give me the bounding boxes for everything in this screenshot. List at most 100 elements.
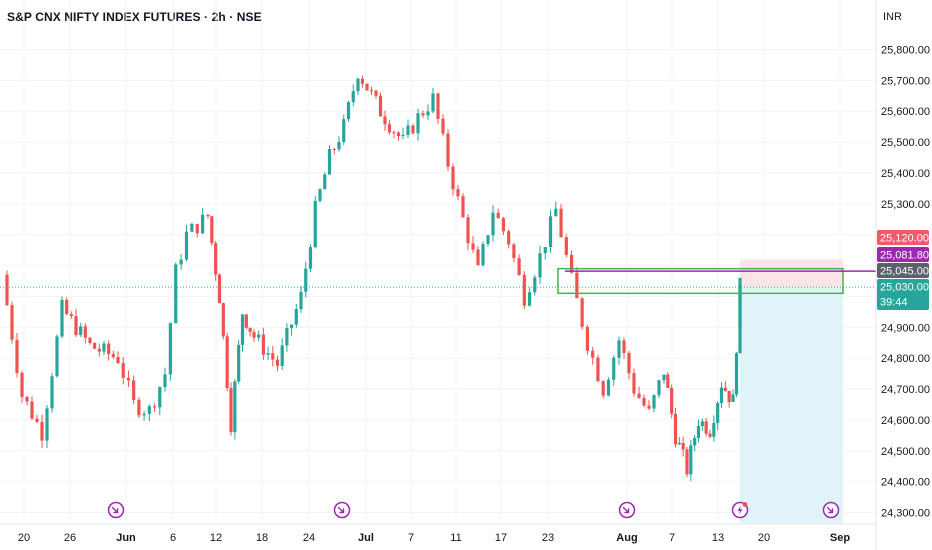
candle-body: [360, 78, 365, 84]
price-badge: [877, 263, 929, 278]
candle-body: [107, 343, 111, 355]
candle-body: [126, 377, 131, 381]
candle-body: [5, 274, 9, 306]
candle-body: [15, 339, 19, 373]
candle-body: [93, 342, 97, 349]
grid-lines: [0, 0, 876, 524]
candle-body: [337, 141, 341, 150]
price-tick-label: 25,500.00: [881, 137, 930, 149]
candle-body: [642, 397, 646, 406]
chart-title: S&P CNX NIFTY INDEX FUTURES · 2h · NSE: [7, 10, 262, 24]
dividend-arrow-icon[interactable]: [822, 501, 840, 519]
candle-body: [35, 418, 39, 422]
candle-body: [401, 134, 405, 137]
supply-zone-rect[interactable]: [557, 267, 844, 295]
candle-body: [527, 292, 532, 306]
candle-body: [225, 336, 229, 389]
candle-body: [416, 113, 420, 134]
candle-body: [304, 268, 308, 292]
candle-body: [431, 93, 435, 112]
candle-body: [677, 442, 681, 445]
candle-body: [441, 118, 445, 134]
candle-body: [74, 316, 78, 336]
candle-body: [102, 343, 106, 352]
candle-body: [132, 380, 136, 400]
candle-body: [25, 396, 29, 402]
candle-body: [83, 326, 87, 338]
dividend-arrow-icon[interactable]: [333, 501, 351, 519]
candle-body: [163, 374, 167, 388]
time-tick-label: 24: [303, 532, 315, 544]
candle-body: [214, 243, 218, 275]
candle-body: [392, 132, 396, 134]
price-tick-label: 24,700.00: [881, 384, 930, 396]
currency-label[interactable]: INR: [883, 11, 902, 23]
candle-body: [60, 299, 64, 337]
candle-body: [486, 235, 490, 244]
candle-body: [406, 125, 410, 135]
candle-body: [451, 166, 455, 190]
candle-body: [290, 324, 294, 329]
price-badge: [877, 247, 929, 262]
candle-body: [285, 328, 289, 346]
candle-body: [195, 223, 199, 234]
candle-body: [627, 352, 631, 374]
event-markers[interactable]: [107, 501, 840, 519]
candle-body: [369, 90, 374, 92]
candle-body: [356, 78, 360, 92]
candle-body: [476, 249, 480, 266]
price-levels[interactable]: [0, 267, 876, 295]
candle-body: [466, 217, 470, 244]
dividend-arrow-icon[interactable]: [107, 501, 125, 519]
candle-body: [719, 387, 724, 403]
candle-body: [10, 305, 14, 340]
price-tick-label: 25,600.00: [881, 106, 930, 118]
position-tool[interactable]: [740, 259, 843, 523]
candle-body: [184, 231, 189, 260]
candle-body: [596, 357, 600, 382]
candle-body: [332, 149, 336, 151]
candle-body: [491, 212, 495, 236]
time-tick-label: 12: [210, 532, 222, 544]
candle-body: [662, 374, 666, 381]
candle-body: [206, 214, 210, 217]
candle-body: [612, 357, 616, 380]
candle-body: [585, 326, 589, 351]
candle-body: [40, 421, 44, 441]
candles: [5, 75, 742, 482]
candle-body: [738, 287, 742, 328]
dividend-arrow-icon[interactable]: [618, 501, 636, 519]
price-tick-label: 25,400.00: [881, 168, 930, 180]
position-stop-zone[interactable]: [740, 259, 843, 288]
time-tick-label: 13: [712, 532, 724, 544]
price-tick-label: 24,400.00: [881, 477, 930, 489]
candle-body: [323, 174, 327, 190]
candle-body: [570, 254, 574, 273]
candle-body: [685, 449, 689, 475]
candle-body: [512, 244, 516, 259]
candle-body: [266, 353, 270, 355]
candle-body: [318, 189, 322, 201]
candle-body: [723, 387, 727, 391]
time-tick-label: Aug: [616, 532, 637, 544]
price-badge: [877, 230, 929, 245]
time-tick-label: Jun: [116, 532, 136, 544]
time-tick-label: Sep: [830, 532, 850, 544]
candle-body: [696, 426, 701, 438]
candle-body: [201, 214, 205, 234]
position-target-zone[interactable]: [740, 287, 843, 523]
price-tick-label: 24,800.00: [881, 353, 930, 365]
candle-body: [507, 231, 511, 245]
candle-body: [456, 189, 460, 197]
candle-body: [421, 113, 425, 116]
time-tick-label: 6: [170, 532, 176, 544]
lightning-icon[interactable]: [731, 501, 749, 519]
candle-body: [666, 374, 670, 388]
candle-body: [543, 247, 547, 254]
candle-body: [436, 93, 440, 119]
candle-body: [670, 387, 674, 414]
candle-body: [248, 327, 252, 332]
candle-body: [346, 102, 351, 120]
